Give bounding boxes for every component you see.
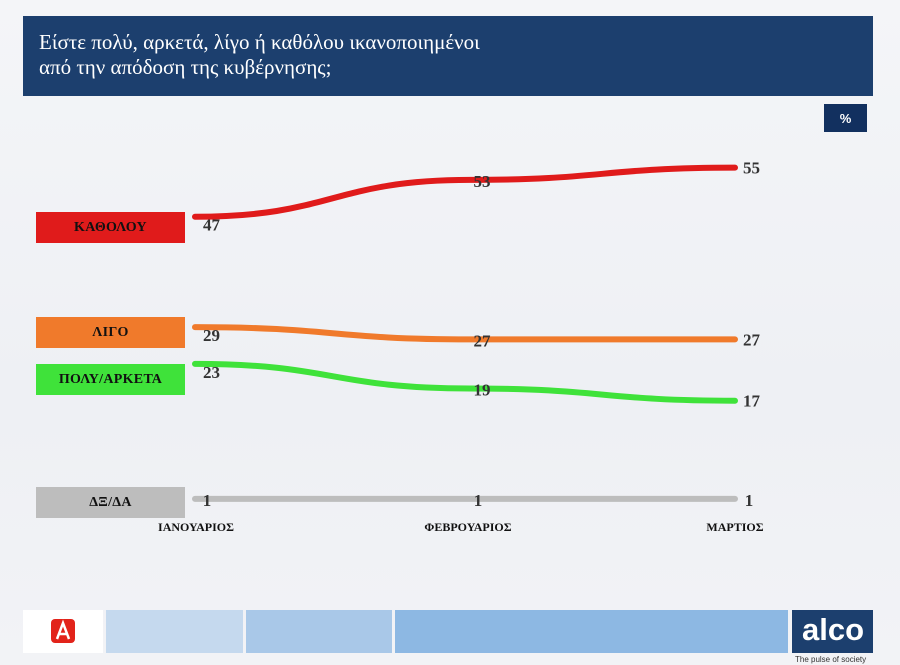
data-label-s3-p0: 1: [203, 491, 212, 510]
unit-badge: %: [824, 104, 867, 132]
data-label-s2-p1: 19: [474, 380, 491, 399]
chart-title-line-1: Είστε πολύ, αρκετά, λίγο ή καθόλου ικανο…: [39, 30, 480, 54]
data-label-s3-p1: 1: [474, 491, 483, 510]
data-label-s1-p1: 27: [474, 331, 492, 350]
data-label-s0-p0: 47: [203, 216, 221, 235]
alpha-news-logo-icon: [51, 619, 75, 643]
footer-bar: [0, 610, 900, 665]
series-line-0: [192, 164, 738, 220]
legend-label-ligo: ΛΙΓΟ: [36, 317, 185, 348]
title-bar: Είστε πολύ, αρκετά, λίγο ή καθόλου ικανο…: [23, 16, 873, 96]
data-label-s1-p2: 27: [743, 330, 761, 349]
alco-tagline: The pulse of society: [795, 655, 867, 664]
data-label-s0-p1: 53: [474, 172, 491, 191]
x-tick-label-2: ΜΑΡΤΙΟΣ: [706, 520, 763, 534]
series-line-2: [192, 360, 738, 404]
chart-title-line-2: από την απόδοση της κυβέρνησης;: [39, 55, 332, 79]
footer-tile-2: [246, 610, 392, 653]
legend-label-poly-arketa: ΠΟΛΥ/ΑΡΚΕΤΑ: [36, 364, 185, 395]
data-label-s1-p0: 29: [203, 326, 220, 345]
legend-label-katholou: ΚΑΘΟΛΟΥ: [36, 212, 185, 243]
footer-tile-logo: [23, 610, 103, 653]
footer-tile-brand: [792, 610, 873, 653]
data-label-s3-p2: 1: [745, 491, 754, 510]
data-label-s2-p2: 17: [743, 392, 761, 411]
data-label-s0-p2: 55: [743, 159, 760, 178]
x-tick-label-1: ΦΕΒΡΟΥΑΡΙΟΣ: [424, 520, 511, 534]
footer-tile-3: [395, 610, 788, 653]
alco-logo: alco: [801, 612, 865, 647]
footer-tile-1: [106, 610, 243, 653]
legend-label-dx-da: ΔΞ/ΔΑ: [36, 487, 185, 518]
data-label-s2-p0: 23: [203, 363, 220, 382]
x-tick-label-0: ΙΑΝΟΥΑΡΙΟΣ: [158, 520, 234, 534]
line-chart: 47 53 55 29 27 27 23 19 17 1 1 1 ΙΑΝΟΥΑΡΙΟΣ ΦΕΒΡΟΥΑΡΙ…: [158, 159, 764, 534]
series-line-1: [192, 324, 738, 343]
